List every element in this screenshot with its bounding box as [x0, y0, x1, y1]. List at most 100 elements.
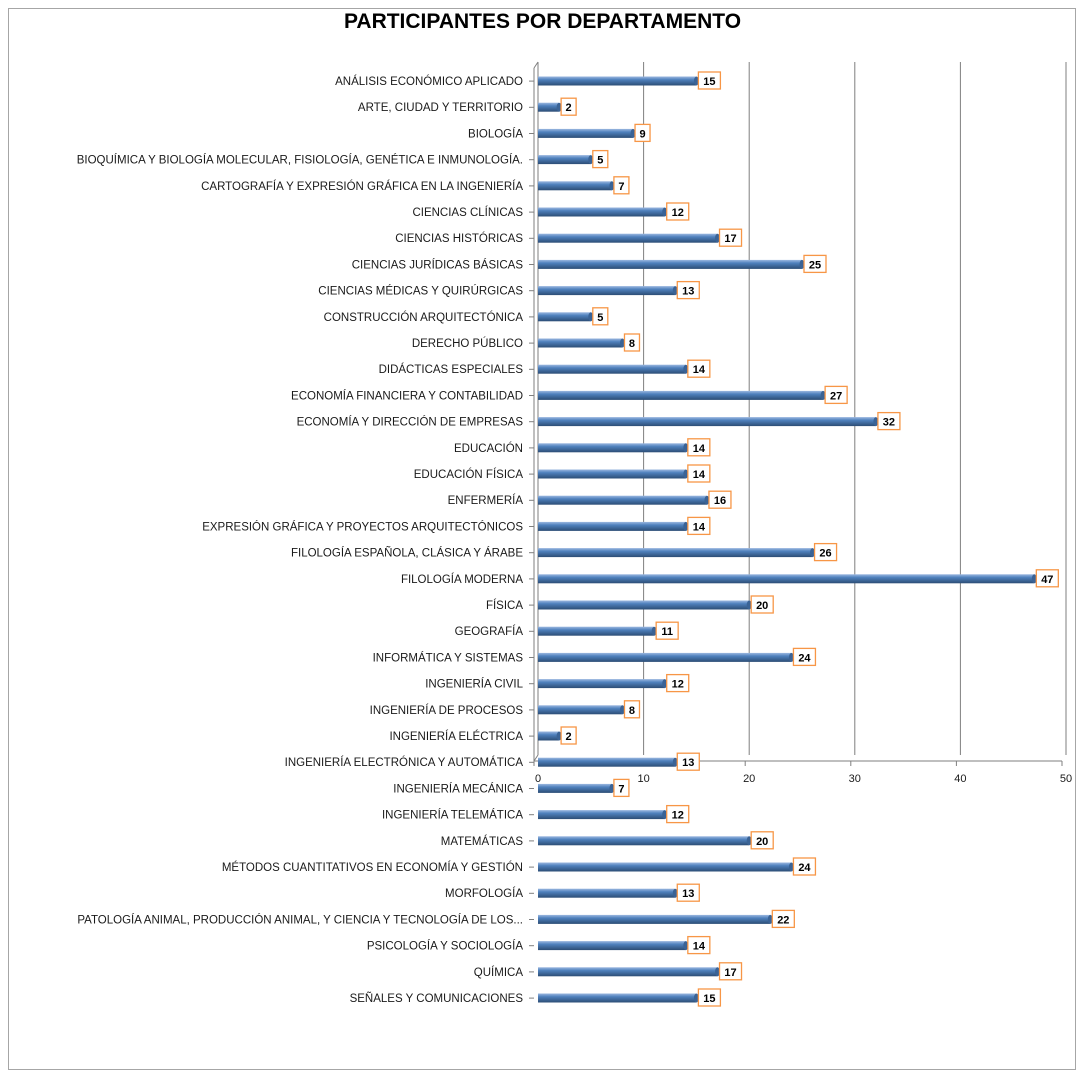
x-axis-depth	[533, 754, 539, 762]
category-label: BIOQUÍMICA Y BIOLOGÍA MOLECULAR, FISIOLO…	[77, 154, 523, 167]
category-label: ECONOMÍA FINANCIERA Y CONTABILIDAD	[291, 389, 523, 402]
bar	[538, 574, 1035, 584]
bar-end-cap	[588, 155, 594, 165]
bar-end-cap	[820, 390, 826, 400]
bar	[538, 495, 707, 505]
bar-end-cap	[788, 652, 794, 662]
category-label: QUÍMICA	[474, 966, 524, 979]
bar-end-cap	[1031, 574, 1037, 584]
bar	[538, 364, 686, 374]
bar	[538, 128, 634, 138]
category-label: CIENCIAS HISTÓRICAS	[395, 232, 523, 245]
data-label: 15	[703, 76, 715, 88]
bar-end-cap	[609, 181, 615, 191]
x-tick-labels: 0 10 20 30 40 50	[535, 773, 1072, 785]
category-label: FILOLOGÍA MODERNA	[401, 573, 523, 586]
bar-end-cap	[651, 626, 657, 636]
data-label-box	[613, 778, 630, 798]
bar	[538, 914, 771, 924]
bar	[538, 626, 655, 636]
bar	[538, 548, 813, 558]
data-label-box	[792, 857, 817, 876]
data-label: 47	[1041, 574, 1053, 586]
data-label-box	[592, 149, 609, 169]
category-label: BIOLOGÍA	[468, 127, 523, 140]
data-label: 17	[724, 233, 736, 245]
bar	[538, 207, 665, 217]
data-label: 24	[798, 652, 811, 664]
bar	[538, 286, 676, 296]
data-labels: 1529571217251358142732141416142647201124…	[560, 71, 1059, 1007]
category-label: MORFOLOGÍA	[445, 887, 523, 900]
category-label: CONSTRUCCIÓN ARQUITECTÓNICA	[324, 311, 524, 324]
data-label: 12	[672, 207, 684, 219]
x-tick-label: 50	[1060, 773, 1072, 785]
data-label-box	[613, 176, 630, 195]
data-label: 20	[756, 600, 768, 612]
bar	[538, 102, 560, 112]
data-label: 13	[682, 888, 694, 900]
data-label-box	[592, 307, 609, 326]
data-label-box	[623, 700, 641, 719]
bar-end-cap	[683, 941, 689, 951]
data-label-box	[687, 516, 711, 536]
category-label: INFORMÁTICA Y SISTEMAS	[373, 651, 524, 664]
bar-end-cap	[693, 993, 699, 1003]
bar	[538, 443, 686, 453]
data-label: 26	[819, 548, 831, 560]
data-label: 17	[724, 967, 736, 979]
bar	[538, 993, 697, 1003]
bar	[538, 967, 718, 977]
data-label-box	[803, 254, 827, 274]
category-label: MATEMÁTICAS	[441, 835, 524, 848]
bar	[538, 181, 612, 191]
bar	[538, 810, 665, 820]
bar	[538, 259, 802, 269]
data-label: 14	[693, 941, 706, 953]
category-label: INGENIERÍA CIVIL	[425, 678, 523, 691]
bar-end-cap	[683, 469, 689, 479]
bar-end-cap	[788, 862, 794, 872]
data-label-box	[1035, 569, 1059, 588]
category-label: ARTE, CIUDAD Y TERRITORIO	[358, 102, 523, 114]
bar	[538, 600, 750, 610]
bar-end-cap	[693, 76, 699, 86]
bar	[538, 233, 718, 243]
data-label: 7	[618, 783, 624, 795]
bar	[538, 469, 686, 479]
bar-end-cap	[619, 338, 625, 348]
category-label: INGENIERÍA MECÁNICA	[393, 782, 523, 795]
data-label-box	[687, 464, 711, 483]
data-label-box	[687, 438, 711, 457]
bar-end-cap	[662, 207, 668, 217]
bar	[538, 757, 676, 767]
category-label: PATOLOGÍA ANIMAL, PRODUCCIÓN ANIMAL, Y C…	[77, 913, 523, 926]
category-label: EXPRESIÓN GRÁFICA Y PROYECTOS ARQUITECTÓ…	[202, 520, 523, 533]
data-label: 5	[597, 312, 603, 324]
bar	[538, 155, 591, 165]
bar-end-cap	[873, 417, 879, 427]
data-label-box	[666, 673, 690, 693]
data-label-box	[708, 490, 732, 509]
gridlines	[643, 62, 1067, 755]
x-tick-label: 40	[954, 773, 966, 785]
bar-end-cap	[746, 836, 752, 846]
data-label-box	[824, 385, 848, 405]
data-label-box	[771, 909, 795, 929]
bar-end-cap	[609, 783, 615, 793]
data-label: 14	[693, 469, 706, 481]
data-label-box	[697, 71, 722, 90]
data-label-box	[655, 621, 679, 640]
data-label: 16	[714, 495, 726, 507]
bar-end-cap	[810, 548, 816, 558]
data-label-box	[718, 962, 743, 981]
bar	[538, 521, 686, 531]
data-label: 11	[661, 626, 673, 638]
data-label: 8	[629, 338, 635, 350]
bar-end-cap	[715, 233, 721, 243]
data-label-box	[666, 804, 690, 824]
category-label: FILOLOGÍA ESPAÑOLA, CLÁSICA Y ÁRABE	[291, 547, 523, 560]
bar-end-cap	[799, 259, 805, 269]
bar-end-cap	[715, 967, 721, 977]
